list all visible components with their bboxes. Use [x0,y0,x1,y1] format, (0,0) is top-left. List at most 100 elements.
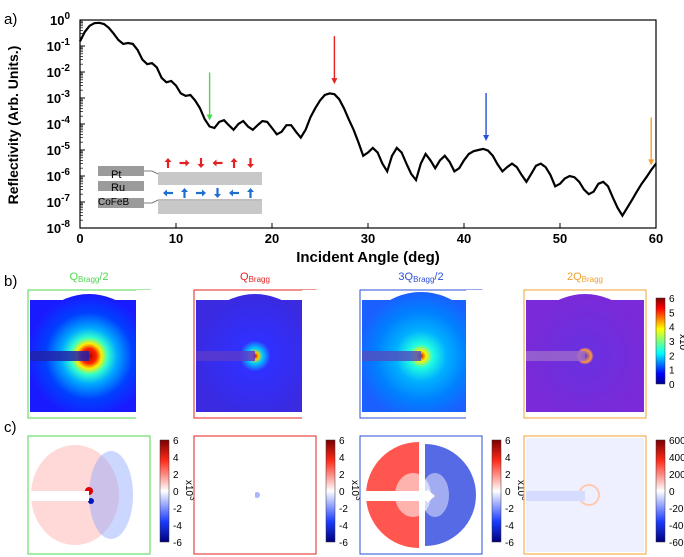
beamstop-shadow [196,491,255,501]
colorbar [492,440,501,542]
colorbar-tick-label: 400 [669,453,684,464]
x-tick-label: 30 [361,231,375,246]
y-tick-label: 10-8 [47,219,71,236]
beamstop-shadow [526,491,585,501]
y-tick-label: 10-6 [47,167,71,184]
colorbar-tick-label: 4 [505,453,511,464]
colorbar-tick-label: 6 [173,436,179,447]
spin-arrowhead [163,190,167,197]
colorbar-tick-label: 2 [669,351,675,362]
top-magnetic-layer [158,172,262,185]
panel-label-b: b) [4,273,17,290]
difference-map-c1: 6 4 2 0 -2 -4 -6 x103 [28,436,197,554]
panel-label-c: c) [4,419,17,436]
mask [0,290,30,422]
colorbar-tick-label: -600 [669,538,684,549]
mask [302,290,362,422]
bragg-marker-arrow-head [648,159,654,165]
colorbar [326,440,335,542]
colorbar-tick-label: 0 [339,487,345,498]
spin-arrowhead [165,158,172,162]
spin-arrowhead [247,164,254,168]
colorbar-tick-label: 0 [669,380,675,391]
colorbar-tick-label: 2 [173,470,179,481]
intensity-map-b4: 2QBragg 6 5 4 3 2 1 0 x103 [466,271,684,422]
bragg-marker-arrow-head [207,115,213,121]
spin-arrowhead [186,160,190,167]
map-title: QBragg/2 [69,271,108,284]
beamstop-shadow [362,351,421,361]
beamstop-shadow [362,491,427,501]
map-title: 3QBragg/2 [398,271,443,284]
y-tick-label: 10-7 [47,193,71,210]
difference-map-c4: 600 400 200 0 -200 -400 -600 [524,436,684,554]
colorbar-tick-label: 6 [669,294,675,305]
beamstop-shadow [526,351,585,361]
spin-arrowhead [213,160,217,167]
map-title: QBragg [240,271,270,284]
colorbar [656,298,665,384]
spin-arrowhead [247,188,254,192]
colorbar-tick-label: -2 [173,504,182,515]
plot-frame [80,20,656,228]
colorbar-tick-label: -2 [339,504,348,515]
beamstop-shadow [30,491,89,501]
colorbar-tick-label: -2 [505,504,514,515]
mask [136,290,196,422]
colorbar-tick-label: 1 [669,366,675,377]
spin-arrowhead [202,190,206,197]
colorbar-tick-label: 2 [505,470,511,481]
difference-map-c2: 6420-2-4-6x103 [194,436,363,554]
map-title: 2QBragg [567,271,603,284]
colorbar-tick-label: 6 [505,436,511,447]
y-tick-label: 10-3 [47,89,71,106]
mask [466,290,526,422]
colorbar-tick-label: 0 [505,487,511,498]
colorbar-tick-label: -4 [339,521,348,532]
y-tick-label: 10-2 [47,63,71,80]
x-tick-label: 0 [76,231,83,246]
layer-schematic-inset: Pt Ru CoFeB [98,158,262,214]
layer-label-ru: Ru [111,182,125,194]
colorbar-tick-label: 6 [339,436,345,447]
x-tick-label: 20 [265,231,279,246]
y-tick-label: 10-5 [47,141,71,158]
reflectivity-chart: 0 10 20 30 40 50 60 10-8 10-7 10-6 10-5 10-4 10-3 10-… [5,11,663,266]
x-tick-label: 50 [553,231,567,246]
y-axis-label: Reflectivity (Arb. Units.) [5,46,21,205]
colorbar-tick-label: -6 [505,538,514,549]
colorbar-tick-label: 4 [669,323,675,334]
x-axis-label: Incident Angle (deg) [296,249,440,266]
bragg-marker-arrow-head [483,135,489,141]
colorbar-tick-label: -400 [669,521,684,532]
spin-arrowhead [181,188,188,192]
colorbar [160,440,169,542]
map-margin [526,412,644,420]
colorbar-tick-label: 3 [669,337,675,348]
beamstop-shadow [196,351,255,361]
panel-label-a: a) [4,11,17,28]
difference-maps-row-c: 6420-2-4-6x1036420-2-4-6x1036420-2-4-6x1… [28,436,684,554]
x-tick-label: 60 [649,231,663,246]
colorbar-tick-label: 4 [173,453,179,464]
colorbar-tick-label: -200 [669,504,684,515]
colorbar-tick-label: 200 [669,470,684,481]
y-tick-label: 10-4 [47,115,71,132]
x-tick-label: 40 [457,231,471,246]
x-tick-label: 10 [169,231,183,246]
map-margin [30,412,148,420]
colorbar-tick-label: 0 [173,487,179,498]
spin-arrowhead [231,158,238,162]
colorbar-tick-label: 600 [669,436,684,447]
layer-label-cofeb: CoFeB [98,197,129,208]
colorbar-tick-label: -4 [505,521,514,532]
reflectivity-series-line [80,23,656,216]
negative-lobe [89,451,133,539]
map-margin [362,412,480,420]
map-margin [196,412,314,420]
spin-arrowhead [214,194,221,198]
colorbar [656,440,665,542]
scattering-maps-row-b: QBragg/26543210x104QBragg6543210x1043QBr… [0,271,684,422]
colorbar-tick-label: -6 [173,538,182,549]
